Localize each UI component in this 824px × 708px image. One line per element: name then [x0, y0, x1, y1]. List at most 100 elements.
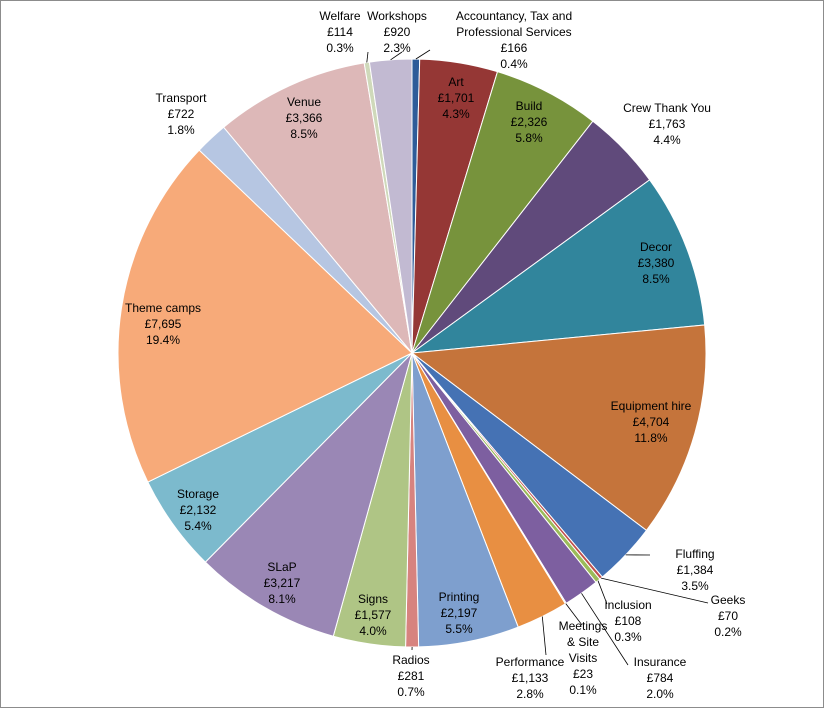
label-category: Crew Thank You: [623, 101, 711, 115]
label-category: Radios: [392, 653, 429, 667]
label-percent: 4.4%: [653, 133, 681, 147]
label-percent: 2.0%: [646, 687, 674, 701]
label-value: £920: [384, 25, 411, 39]
leader-line: [366, 51, 369, 63]
label-category: Workshops: [367, 9, 427, 23]
leader-line: [565, 603, 583, 626]
leader-lines: [366, 49, 709, 666]
label-value: £4,704: [633, 415, 670, 429]
label-value: £2,326: [511, 115, 548, 129]
label-value: £1,384: [677, 563, 714, 577]
label-percent: 0.1%: [569, 683, 597, 697]
label-value: £7,695: [145, 317, 182, 331]
leader-line: [601, 577, 709, 604]
label-category: Inclusion: [604, 598, 651, 612]
data-label: Art £1,701 4.3%: [438, 75, 475, 121]
label-percent: 0.7%: [397, 685, 425, 699]
label-category: Signs: [358, 592, 388, 606]
pie-slice-slap: [204, 351, 413, 637]
data-label: Accountancy, Tax and Professional Service…: [456, 9, 572, 71]
data-label: Storage £2,132 5.4%: [177, 487, 219, 533]
data-label: Theme camps £7,695 19.4%: [125, 301, 201, 347]
label-percent: 5.5%: [445, 622, 473, 636]
label-value: £108: [615, 614, 642, 628]
label-value: £1,701: [438, 91, 475, 105]
data-labels: Accountancy, Tax and Professional Service…: [125, 9, 745, 701]
label-percent: 1.8%: [167, 123, 195, 137]
label-category: Geeks: [711, 593, 746, 607]
label-percent: 0.3%: [326, 41, 354, 55]
label-percent: 4.0%: [359, 624, 387, 638]
data-label: Printing £2,197 5.5%: [439, 590, 480, 636]
label-category: Build: [516, 99, 543, 113]
label-percent: 11.8%: [634, 431, 667, 445]
label-value: £114: [327, 25, 353, 39]
leader-line: [415, 49, 431, 60]
label-category: Theme camps: [125, 301, 201, 315]
label-category: Accountancy, Tax and: [456, 9, 572, 23]
label-percent: 2.3%: [383, 41, 411, 55]
data-label: Insurance £784 2.0%: [634, 655, 687, 701]
label-percent: 8.1%: [268, 592, 296, 606]
label-percent: 4.3%: [442, 107, 470, 121]
pie-slice-venue: [222, 62, 413, 355]
label-percent: 3.5%: [681, 579, 709, 593]
data-label: Radios £281 0.7%: [392, 653, 429, 699]
data-label: Fluffing £1,384 3.5%: [675, 547, 714, 593]
data-label: Signs £1,577 4.0%: [355, 592, 392, 638]
label-percent: 0.3%: [614, 630, 642, 644]
label-value: £784: [647, 671, 674, 685]
data-label: Venue £3,366 8.5%: [286, 95, 323, 141]
label-value: £722: [168, 107, 195, 121]
label-value: £3,366: [286, 111, 323, 125]
label-category: & Site: [567, 635, 599, 649]
label-value: £3,217: [264, 576, 301, 590]
label-percent: 0.4%: [500, 57, 528, 71]
label-value: £1,763: [649, 117, 686, 131]
label-category: Venue: [287, 95, 321, 109]
label-category: Professional Services: [456, 25, 571, 39]
pie-slice-equipment-hire: [410, 324, 707, 532]
label-category: SLaP: [267, 560, 296, 574]
leader-line: [541, 616, 547, 656]
label-percent: 2.8%: [516, 687, 544, 701]
label-value: £1,133: [512, 671, 549, 685]
data-label: Performance £1,133 2.8%: [496, 655, 565, 701]
label-value: £166: [501, 41, 528, 55]
label-category: Meetings: [559, 619, 608, 633]
label-category: Insurance: [634, 655, 687, 669]
data-label: Inclusion £108 0.3%: [604, 598, 651, 644]
label-value: £2,197: [441, 606, 478, 620]
pie-slice-theme-camps: [117, 149, 413, 483]
label-category: Performance: [496, 655, 565, 669]
label-category: Printing: [439, 590, 480, 604]
label-percent: 5.4%: [184, 519, 212, 533]
label-category: Equipment hire: [611, 399, 692, 413]
leader-line: [597, 580, 608, 605]
data-label: Meetings & Site Visits £23 0.1%: [559, 619, 608, 697]
leader-line: [390, 51, 403, 61]
pie-slices: [117, 58, 707, 648]
label-value: £2,132: [180, 503, 217, 517]
label-category: Storage: [177, 487, 219, 501]
label-category: Transport: [156, 91, 208, 105]
leader-line: [581, 593, 629, 666]
label-category: Fluffing: [675, 547, 714, 561]
data-label: Geeks £70 0.2%: [711, 593, 746, 639]
pie-slice-decor: [410, 179, 706, 354]
data-label: Equipment hire £4,704 11.8%: [611, 399, 692, 445]
label-percent: 8.5%: [290, 127, 318, 141]
label-value: £70: [718, 609, 738, 623]
label-value: £3,380: [638, 256, 675, 270]
data-label: Welfare £114 0.3%: [319, 9, 360, 55]
label-category: Art: [448, 75, 464, 89]
label-percent: 5.8%: [515, 131, 543, 145]
data-label: Crew Thank You £1,763 4.4%: [623, 101, 711, 147]
label-value: £1,577: [355, 608, 392, 622]
data-label: SLaP £3,217 8.1%: [264, 560, 301, 606]
label-percent: 8.5%: [642, 272, 670, 286]
label-category: Decor: [640, 240, 672, 254]
label-category: Visits: [569, 651, 597, 665]
data-label: Decor £3,380 8.5%: [638, 240, 675, 286]
label-category: Welfare: [319, 9, 360, 23]
